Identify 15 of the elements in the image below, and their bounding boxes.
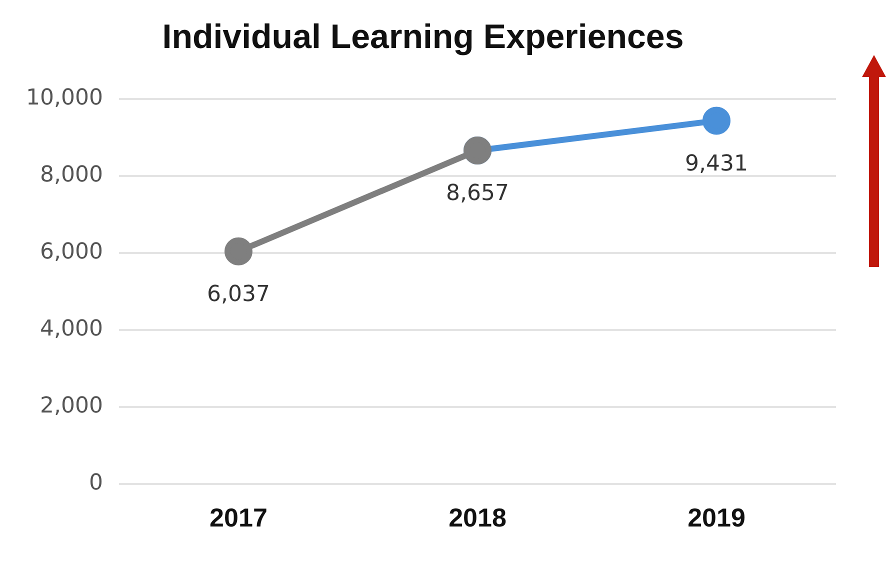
point <box>224 237 252 266</box>
y-tick-label: 10,000 <box>26 86 103 111</box>
x-tick-label: 2019 <box>688 502 746 533</box>
data-label: 9,431 <box>685 151 748 176</box>
y-tick-label: 2,000 <box>40 394 103 419</box>
y-tick-label: 6,000 <box>40 240 103 265</box>
y-tick-label: 4,000 <box>40 316 103 342</box>
chart-title: Individual Learning Experiences <box>162 18 684 56</box>
y-tick-label: 8,000 <box>40 162 103 188</box>
data-label: 8,657 <box>446 181 509 206</box>
x-tick-label: 2018 <box>448 502 506 533</box>
x-tick-label: 2017 <box>210 502 268 533</box>
data-label: 6,037 <box>206 282 270 308</box>
y-tick-label: 0 <box>88 470 103 496</box>
point <box>702 106 730 135</box>
